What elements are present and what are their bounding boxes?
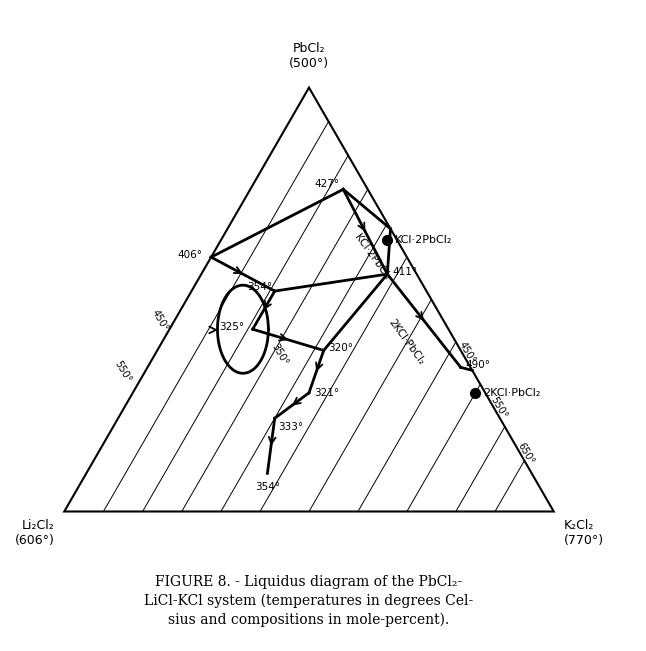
Text: KCl·2PbCl₂: KCl·2PbCl₂ bbox=[353, 232, 393, 282]
Text: 427°: 427° bbox=[314, 180, 339, 189]
Text: 406°: 406° bbox=[177, 250, 202, 260]
Text: 550°: 550° bbox=[489, 395, 509, 420]
Text: 2KCl·PbCl₂: 2KCl·PbCl₂ bbox=[387, 317, 427, 367]
Text: K₂Cl₂
(770°): K₂Cl₂ (770°) bbox=[563, 519, 603, 547]
Text: 490°: 490° bbox=[466, 360, 490, 370]
Text: FIGURE 8. - Liquidus diagram of the PbCl₂-
LiCl-KCl system (temperatures in degr: FIGURE 8. - Liquidus diagram of the PbCl… bbox=[144, 575, 474, 627]
Text: Li₂Cl₂
(606°): Li₂Cl₂ (606°) bbox=[15, 519, 54, 547]
Text: 321°: 321° bbox=[314, 388, 339, 398]
Text: 354°: 354° bbox=[255, 482, 280, 492]
Text: 450°: 450° bbox=[150, 308, 170, 333]
Text: 411°: 411° bbox=[392, 267, 417, 277]
Text: 650°: 650° bbox=[516, 441, 536, 467]
Text: 354°: 354° bbox=[247, 282, 272, 292]
Text: 2KCl·PbCl₂: 2KCl·PbCl₂ bbox=[483, 388, 540, 398]
Text: PbCl₂
(500°): PbCl₂ (500°) bbox=[289, 42, 329, 70]
Text: 333°: 333° bbox=[278, 422, 304, 432]
Text: 325°: 325° bbox=[219, 322, 244, 332]
Text: 550°: 550° bbox=[113, 359, 133, 384]
Text: 320°: 320° bbox=[329, 343, 353, 353]
Text: 450°: 450° bbox=[457, 340, 477, 365]
Text: KCl·2PbCl₂: KCl·2PbCl₂ bbox=[395, 235, 452, 245]
Text: 350°: 350° bbox=[269, 342, 290, 367]
